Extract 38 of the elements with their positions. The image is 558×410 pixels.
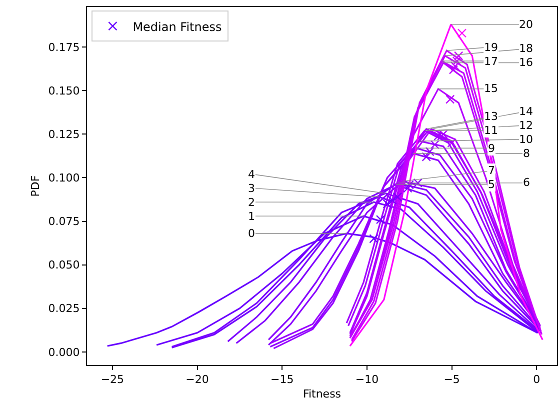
y-tick-label: 0.175 <box>48 40 80 54</box>
annotation: 1 <box>248 210 255 223</box>
annotation: 14 <box>519 105 533 118</box>
annotation: 20 <box>519 18 533 31</box>
annotation: 13 <box>484 110 498 123</box>
x-tick-label: −15 <box>270 373 294 386</box>
annotation: 5 <box>488 178 495 191</box>
annotation: 8 <box>523 147 530 160</box>
annotation: 12 <box>519 119 533 132</box>
annotation: 9 <box>488 142 495 155</box>
x-tick-label: −25 <box>100 373 124 386</box>
y-tick-label: 0.100 <box>48 172 80 185</box>
x-axis-title: Fitness <box>302 387 342 400</box>
annotation: 15 <box>484 82 498 95</box>
y-tick-label: 0.050 <box>48 258 80 272</box>
annotation: 19 <box>484 41 498 54</box>
x-tick-label: −5 <box>444 373 460 386</box>
y-tick-label: 0.150 <box>48 84 80 98</box>
annotation: 18 <box>519 42 533 55</box>
x-tick-label: −20 <box>186 373 209 386</box>
annotation: 3 <box>248 182 255 195</box>
legend-label: Median Fitness <box>132 20 222 34</box>
annotation: 7 <box>488 164 495 177</box>
x-tick-label: 0 <box>533 373 540 386</box>
y-tick-label: 0.125 <box>48 128 80 142</box>
annotation: 17 <box>484 55 498 68</box>
y-tick-label: 0.000 <box>48 346 80 359</box>
x-tick-label: −10 <box>355 373 379 386</box>
annotation: 2 <box>248 196 255 209</box>
annotation: 10 <box>519 133 533 146</box>
annotation: 4 <box>248 168 255 181</box>
y-tick-label: 0.025 <box>48 302 80 316</box>
annotation: 6 <box>523 176 530 189</box>
y-axis-title: PDF <box>28 175 42 197</box>
annotation: 16 <box>519 56 533 69</box>
annotation: 0 <box>248 227 255 240</box>
y-tick-label: 0.075 <box>48 215 80 228</box>
annotation: 11 <box>484 124 498 137</box>
